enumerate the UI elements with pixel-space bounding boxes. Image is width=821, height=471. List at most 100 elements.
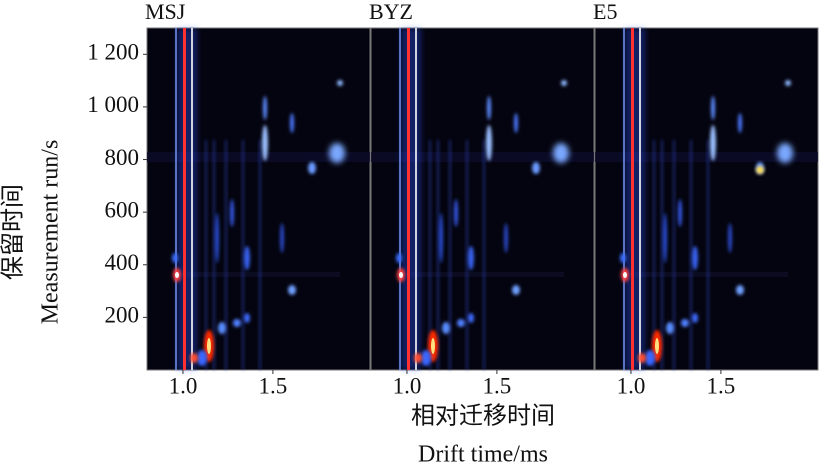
rip-line bbox=[631, 28, 634, 370]
spot bbox=[190, 353, 198, 363]
spot bbox=[777, 143, 793, 163]
x-tick-label: 1.0 bbox=[617, 373, 646, 398]
streak bbox=[429, 140, 431, 370]
rip-line bbox=[191, 28, 193, 370]
spot bbox=[262, 125, 268, 161]
spot bbox=[553, 143, 569, 163]
y-axis-label-en: Measurement run/s bbox=[38, 140, 64, 325]
band bbox=[411, 272, 564, 277]
spot bbox=[468, 313, 474, 323]
streak bbox=[225, 140, 227, 370]
spot bbox=[663, 213, 667, 263]
streak bbox=[466, 140, 468, 370]
spot bbox=[207, 338, 211, 354]
spot bbox=[215, 213, 219, 263]
band bbox=[635, 272, 788, 277]
spot bbox=[638, 353, 646, 363]
spot bbox=[514, 113, 518, 133]
spot bbox=[785, 80, 791, 86]
spot bbox=[454, 199, 458, 227]
spot bbox=[431, 338, 435, 354]
rip-line bbox=[183, 28, 186, 370]
spot bbox=[439, 213, 443, 263]
streak bbox=[449, 140, 451, 370]
rip-line bbox=[175, 28, 177, 370]
y-tick-label: 800 bbox=[105, 145, 140, 170]
x-tick-label: 1.0 bbox=[393, 373, 422, 398]
spot bbox=[421, 350, 431, 366]
spot bbox=[738, 113, 742, 133]
spot bbox=[308, 162, 316, 174]
streak bbox=[707, 140, 709, 370]
spot bbox=[710, 125, 716, 161]
panel-title: BYZ bbox=[369, 0, 413, 24]
spot bbox=[692, 246, 698, 270]
band bbox=[371, 152, 594, 162]
x-tick-label: 1.5 bbox=[259, 373, 288, 398]
spot bbox=[620, 253, 626, 263]
rip-glow bbox=[177, 28, 197, 370]
spot bbox=[172, 253, 178, 263]
panel-title: MSJ bbox=[145, 0, 186, 24]
rip-line bbox=[623, 28, 625, 370]
spot bbox=[504, 223, 508, 253]
spot bbox=[396, 253, 402, 263]
rip-line bbox=[399, 28, 401, 370]
spot bbox=[263, 96, 267, 120]
rip-glow bbox=[401, 28, 421, 370]
x-axis-label-en: Drift time/ms bbox=[418, 442, 548, 468]
spot bbox=[414, 353, 422, 363]
streak bbox=[437, 140, 439, 370]
spot bbox=[280, 223, 284, 253]
streak bbox=[205, 140, 207, 370]
spot bbox=[645, 350, 655, 366]
spot bbox=[728, 223, 732, 253]
streak bbox=[673, 140, 675, 370]
streak bbox=[690, 140, 692, 370]
spot bbox=[442, 322, 450, 334]
streak bbox=[653, 140, 655, 370]
x-tick-label: 1.0 bbox=[169, 373, 198, 398]
rip-line bbox=[415, 28, 417, 370]
y-tick-label: 600 bbox=[105, 197, 140, 222]
y-tick-label: 1 200 bbox=[87, 40, 139, 65]
rip-line bbox=[639, 28, 641, 370]
panel bbox=[146, 27, 371, 371]
spot bbox=[756, 166, 764, 174]
spot bbox=[233, 319, 241, 327]
x-tick-label: 1.5 bbox=[483, 373, 512, 398]
spot bbox=[681, 319, 689, 327]
spot bbox=[623, 272, 627, 278]
band bbox=[147, 152, 370, 162]
spot bbox=[512, 285, 520, 295]
spot bbox=[678, 199, 682, 227]
streak bbox=[259, 140, 261, 370]
band bbox=[595, 152, 818, 162]
spot bbox=[197, 350, 207, 366]
spot bbox=[561, 80, 567, 86]
spot bbox=[218, 322, 226, 334]
spot bbox=[175, 272, 179, 278]
panel-title: E5 bbox=[593, 0, 617, 24]
streak bbox=[242, 140, 244, 370]
band bbox=[187, 272, 340, 277]
spot bbox=[487, 96, 491, 120]
x-axis-label-cn: 相对迁移时间 bbox=[411, 403, 555, 430]
spot bbox=[399, 272, 403, 278]
spot bbox=[666, 322, 674, 334]
streak bbox=[661, 140, 663, 370]
y-axis-label-cn: 保留时间 bbox=[0, 184, 27, 280]
spot bbox=[230, 199, 234, 227]
y-tick-label: 200 bbox=[105, 303, 140, 328]
x-tick-label: 1.5 bbox=[707, 373, 736, 398]
panel bbox=[370, 27, 595, 371]
spot bbox=[244, 313, 250, 323]
spot bbox=[329, 143, 345, 163]
rip-glow bbox=[625, 28, 645, 370]
spot bbox=[468, 246, 474, 270]
rip-line bbox=[407, 28, 410, 370]
spot bbox=[290, 113, 294, 133]
y-tick-label: 1 000 bbox=[87, 92, 139, 117]
spot bbox=[337, 80, 343, 86]
